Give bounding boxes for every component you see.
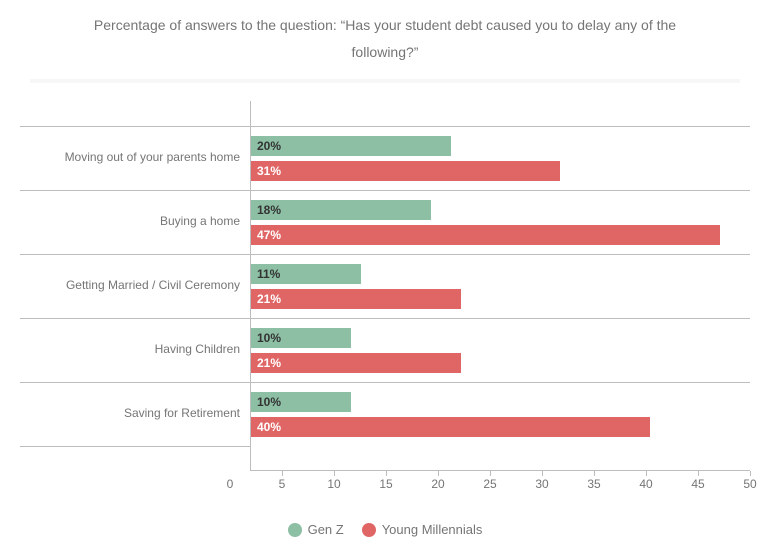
bar-value-label: 21% bbox=[257, 292, 281, 306]
bar-value-label: 40% bbox=[257, 420, 281, 434]
legend: Gen Z Young Millennials bbox=[0, 522, 770, 537]
bar-value-label: 10% bbox=[257, 331, 281, 345]
category-label: Buying a home bbox=[20, 214, 240, 228]
category-label: Saving for Retirement bbox=[20, 406, 240, 420]
plot-area: 20% 31% 18% 47% 11% 21% 10% 21% 10% 40% bbox=[250, 101, 750, 471]
plot: Moving out of your parents home Buying a … bbox=[20, 101, 750, 471]
x-tick-label: 5 bbox=[279, 477, 286, 491]
bar: 20% bbox=[251, 136, 451, 156]
gridline bbox=[251, 126, 750, 127]
x-tick-mark bbox=[386, 471, 387, 476]
bar-value-label: 20% bbox=[257, 139, 281, 153]
x-tick-label: 20 bbox=[431, 477, 444, 491]
chart-title-line1: Percentage of answers to the question: “… bbox=[94, 17, 676, 33]
chart-title: Percentage of answers to the question: “… bbox=[20, 12, 750, 79]
legend-swatch bbox=[288, 523, 302, 537]
category-label: Getting Married / Civil Ceremony bbox=[20, 278, 240, 292]
x-tick-label: 50 bbox=[743, 477, 756, 491]
x-tick-mark bbox=[334, 471, 335, 476]
x-tick-mark bbox=[282, 471, 283, 476]
bar-value-label: 47% bbox=[257, 228, 281, 242]
x-tick-mark bbox=[542, 471, 543, 476]
bar: 10% bbox=[251, 328, 351, 348]
x-tick-label: 40 bbox=[639, 477, 652, 491]
bar: 11% bbox=[251, 264, 361, 284]
x-tick-label: 25 bbox=[483, 477, 496, 491]
bar-value-label: 11% bbox=[257, 267, 280, 281]
x-tick-mark bbox=[438, 471, 439, 476]
legend-label: Gen Z bbox=[308, 522, 344, 537]
x-tick-mark bbox=[750, 471, 751, 476]
x-tick-mark bbox=[698, 471, 699, 476]
bar: 31% bbox=[251, 161, 560, 181]
gridline bbox=[20, 254, 250, 255]
gridline bbox=[20, 126, 250, 127]
legend-label: Young Millennials bbox=[382, 522, 483, 537]
x-tick-label: 0 bbox=[227, 477, 234, 491]
x-tick-label: 15 bbox=[379, 477, 392, 491]
x-tick-label: 35 bbox=[587, 477, 600, 491]
x-tick-mark bbox=[490, 471, 491, 476]
chart-title-line2: following?” bbox=[352, 44, 419, 60]
gridline bbox=[20, 190, 250, 191]
legend-swatch bbox=[362, 523, 376, 537]
y-axis-labels: Moving out of your parents home Buying a … bbox=[20, 101, 250, 471]
bar: 21% bbox=[251, 289, 461, 309]
bar: 18% bbox=[251, 200, 431, 220]
gridline bbox=[251, 190, 750, 191]
bar-value-label: 21% bbox=[257, 356, 281, 370]
category-label: Having Children bbox=[20, 342, 240, 356]
bar-value-label: 18% bbox=[257, 203, 281, 217]
gridline bbox=[251, 318, 750, 319]
x-tick-label: 10 bbox=[327, 477, 340, 491]
chart-container: Percentage of answers to the question: “… bbox=[0, 0, 770, 471]
x-tick-mark bbox=[646, 471, 647, 476]
gridline bbox=[20, 446, 250, 447]
bar: 21% bbox=[251, 353, 461, 373]
category-label: Moving out of your parents home bbox=[20, 150, 240, 164]
title-underline bbox=[30, 79, 740, 83]
bar: 40% bbox=[251, 417, 650, 437]
legend-item: Young Millennials bbox=[362, 522, 483, 537]
x-tick-label: 30 bbox=[535, 477, 548, 491]
gridline bbox=[20, 382, 250, 383]
gridline bbox=[251, 382, 750, 383]
x-tick-mark bbox=[594, 471, 595, 476]
bar: 47% bbox=[251, 225, 720, 245]
legend-item: Gen Z bbox=[288, 522, 344, 537]
bar: 10% bbox=[251, 392, 351, 412]
bar-value-label: 31% bbox=[257, 164, 281, 178]
gridline bbox=[251, 254, 750, 255]
x-tick-label: 45 bbox=[691, 477, 704, 491]
gridline bbox=[20, 318, 250, 319]
bar-value-label: 10% bbox=[257, 395, 281, 409]
x-axis-ticks: 05101520253035404550 bbox=[230, 471, 750, 495]
